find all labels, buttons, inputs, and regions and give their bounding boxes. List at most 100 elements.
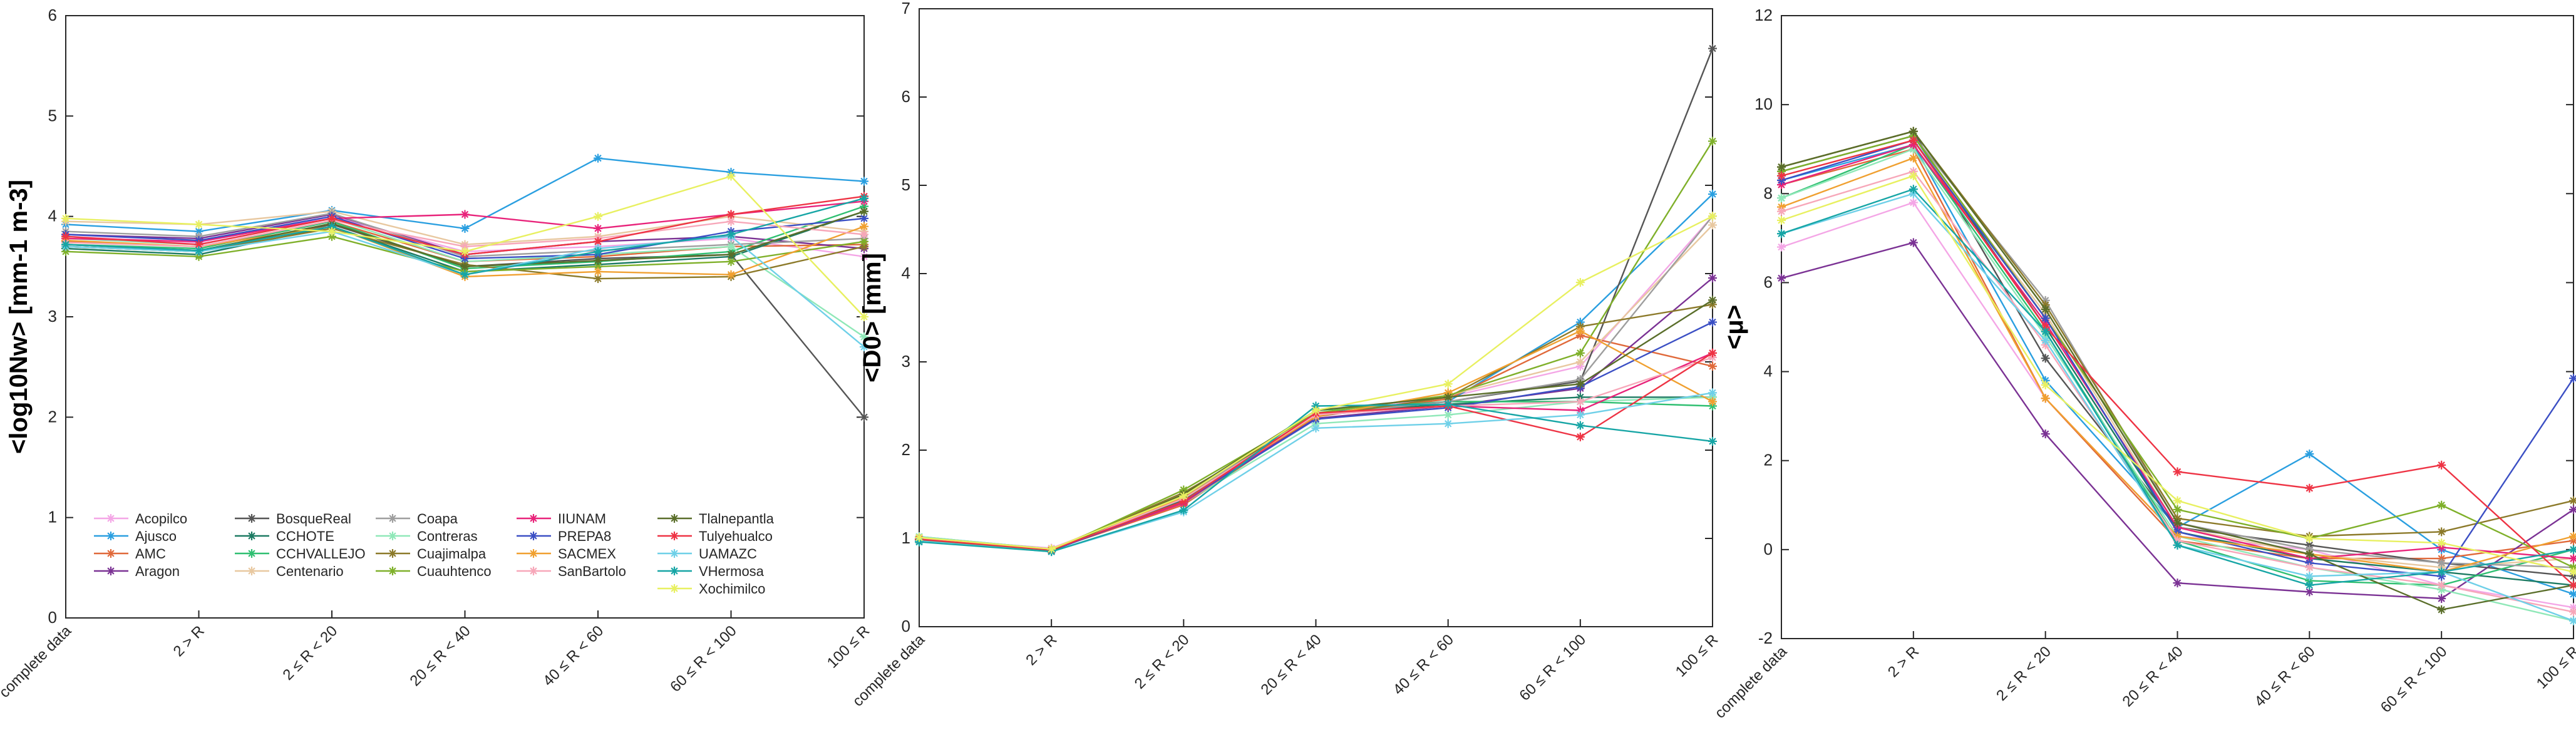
data-point (1909, 136, 1918, 145)
data-point (726, 230, 736, 239)
legend-item-cchote: CCHOTE (235, 528, 334, 544)
data-point (1777, 207, 1786, 216)
data-point (1443, 399, 1453, 409)
data-point (2569, 589, 2576, 599)
data-point (1708, 317, 1717, 327)
legend-label: BosqueReal (276, 511, 351, 527)
legend-label: SanBartolo (558, 563, 626, 579)
chart-panel-1: 0 1 2 3 4 5 6 complete data 2 > R 2 ≤ R < 20 20 ≤ … (0, 6, 873, 701)
legend-marker (529, 567, 538, 575)
series-line (919, 352, 1713, 551)
y-tick-label: 6 (1764, 272, 1773, 291)
legend-item-bosquereal: BosqueReal (235, 511, 351, 527)
data-point (726, 270, 736, 279)
series-line (919, 48, 1714, 552)
data-point (1179, 496, 1188, 506)
y-tick-label: 0 (1764, 540, 1773, 558)
data-point (1777, 171, 1786, 180)
data-point (1708, 348, 1717, 357)
x-tick-label: 60 ≤ R < 100 (2378, 643, 2451, 716)
series-coapa (915, 212, 1717, 555)
legend-marker (106, 514, 115, 523)
data-point (460, 270, 470, 279)
y-tick-label: 10 (1754, 95, 1773, 113)
legend-label: AMC (135, 546, 166, 562)
data-point (1708, 44, 1717, 53)
data-point (2173, 467, 2182, 476)
legend-item-iiunam: IIUNAM (517, 511, 606, 527)
series-line (919, 321, 1713, 552)
legend-label: UAMAZC (699, 546, 757, 562)
series-line (919, 215, 1713, 549)
data-point (327, 213, 336, 223)
data-point (1777, 229, 1786, 239)
data-point (1909, 171, 1918, 180)
data-point (594, 224, 602, 233)
data-point (2305, 483, 2314, 493)
legend-marker (670, 514, 679, 523)
data-point (860, 207, 868, 216)
data-point (594, 256, 602, 265)
x-tick-label: 100 ≤ R (2533, 643, 2576, 692)
data-point (860, 342, 868, 352)
series-line (65, 157, 865, 232)
x-tick-label: complete data (1712, 643, 1791, 722)
data-point (1179, 491, 1188, 501)
legend-marker (247, 514, 256, 523)
data-point (61, 240, 70, 249)
legend-item-cchvallejo: CCHVALLEJO (235, 546, 366, 562)
legend-item-coapa: Coapa (376, 511, 458, 527)
series-vhermosa (1777, 185, 2576, 590)
x-tick-label: 40 ≤ R < 60 (540, 622, 607, 689)
data-point (1708, 296, 1717, 305)
data-point (1708, 388, 1717, 398)
data-point (1575, 410, 1585, 419)
x-tick-label: 100 ≤ R (1672, 631, 1721, 680)
legend-item-amc: AMC (94, 546, 166, 562)
legend-marker (388, 514, 397, 523)
x-tick-label: 20 ≤ R < 40 (2120, 643, 2187, 710)
data-point (2041, 380, 2050, 389)
data-point (2305, 563, 2314, 572)
legend-marker (670, 532, 679, 540)
data-point (2569, 505, 2576, 514)
legend-marker (670, 549, 679, 558)
y-tick-label: 6 (902, 87, 910, 106)
x-tick-label: 60 ≤ R < 100 (1516, 631, 1589, 704)
data-point (1443, 410, 1453, 419)
legend-marker (106, 567, 115, 575)
data-point (2437, 580, 2446, 590)
data-point (726, 172, 736, 181)
legend-marker (247, 549, 256, 558)
legend-item-vhermosa: VHermosa (657, 563, 765, 579)
data-point (2305, 450, 2314, 459)
data-point (860, 252, 868, 261)
legend-label: IIUNAM (558, 511, 606, 527)
series-acopilco (915, 212, 1717, 553)
series-xochimilco (1777, 171, 2576, 577)
y-tick-label: -2 (1758, 629, 1773, 647)
series-uamazc (1777, 189, 2576, 625)
x-tick-label: 2 ≤ R < 20 (1993, 643, 2054, 704)
data-point (2569, 616, 2576, 625)
y-tick-label: 4 (1764, 362, 1773, 381)
legend-item-tlalnepantla: Tlalnepantla (657, 511, 775, 527)
legend-label: Xochimilco (699, 581, 765, 597)
legend-item-centenario: Centenario (235, 563, 344, 579)
data-point (2569, 567, 2576, 577)
y-axis-label: <μ> (1721, 305, 1748, 349)
plot-area-frame (919, 8, 1713, 627)
data-point (2569, 580, 2576, 590)
series-line (919, 215, 1713, 550)
data-point (2569, 374, 2576, 383)
data-point (2569, 532, 2576, 541)
legend-label: VHermosa (699, 563, 765, 579)
legend-label: Acopilco (135, 511, 187, 527)
legend-marker (670, 567, 679, 575)
series-line (919, 224, 1713, 550)
y-tick-label: 8 (1764, 183, 1773, 202)
data-point (2437, 605, 2446, 614)
legend-marker (670, 584, 679, 593)
